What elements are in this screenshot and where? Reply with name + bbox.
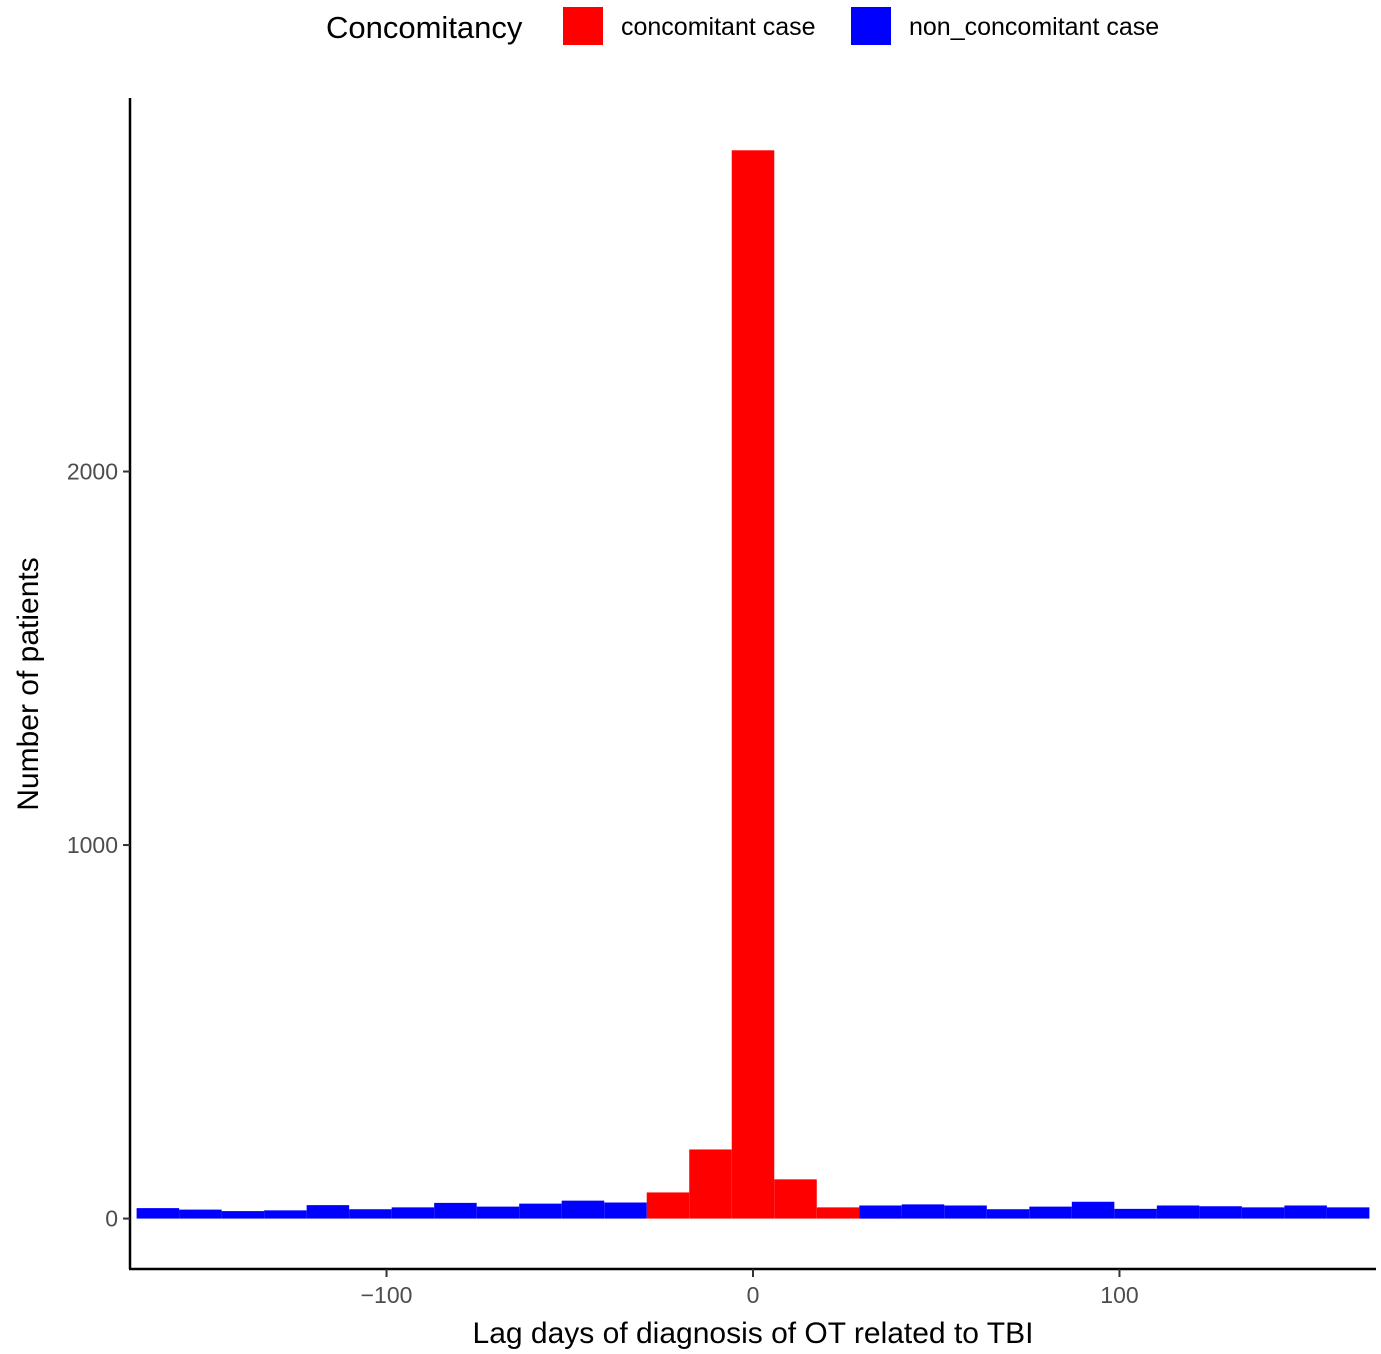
legend-label-concomitant: concomitant case bbox=[621, 13, 816, 41]
bar-non-concomitant bbox=[349, 1209, 392, 1219]
x-axis-title: Lag days of diagnosis of OT related to T… bbox=[473, 1317, 1034, 1349]
bar-concomitant bbox=[774, 1179, 817, 1219]
bar-non-concomitant bbox=[391, 1207, 435, 1219]
legend-title: Concomitancy bbox=[326, 10, 523, 45]
bar-non-concomitant bbox=[476, 1206, 520, 1219]
bar-non-concomitant bbox=[901, 1204, 945, 1219]
bar-concomitant bbox=[689, 1149, 732, 1219]
y-ticks: 0 1000 2000 bbox=[67, 459, 130, 1232]
bar-non-concomitant bbox=[179, 1209, 222, 1219]
bars-layer bbox=[136, 150, 1370, 1219]
bar-non-concomitant bbox=[1199, 1206, 1242, 1219]
bar-non-concomitant bbox=[1156, 1205, 1200, 1219]
bar-non-concomitant bbox=[519, 1203, 562, 1219]
x-tick-label: 0 bbox=[747, 1282, 760, 1308]
bar-concomitant bbox=[816, 1207, 860, 1219]
y-tick-label: 0 bbox=[105, 1206, 118, 1232]
bar-non-concomitant bbox=[604, 1202, 647, 1219]
bar-non-concomitant bbox=[1114, 1208, 1157, 1219]
x-tick-label: 100 bbox=[1100, 1282, 1138, 1308]
bar-concomitant bbox=[731, 150, 775, 1219]
bar-non-concomitant bbox=[306, 1205, 350, 1219]
y-tick-label: 1000 bbox=[67, 832, 118, 858]
x-tick-label: −100 bbox=[361, 1282, 413, 1308]
bar-non-concomitant bbox=[1071, 1201, 1115, 1219]
x-ticks: −100 0 100 bbox=[361, 1269, 1139, 1308]
bar-non-concomitant bbox=[1029, 1206, 1072, 1219]
legend-swatch-concomitant bbox=[563, 7, 603, 45]
legend: Concomitancy concomitant case non_concom… bbox=[326, 7, 1159, 45]
legend-swatch-non-concomitant bbox=[851, 7, 891, 45]
legend-label-non-concomitant: non_concomitant case bbox=[909, 13, 1159, 41]
bar-non-concomitant bbox=[1241, 1207, 1285, 1219]
bar-concomitant bbox=[646, 1192, 690, 1219]
y-axis-title: Number of patients bbox=[12, 557, 45, 810]
bar-non-concomitant bbox=[1284, 1205, 1327, 1219]
bar-non-concomitant bbox=[136, 1208, 180, 1219]
bar-non-concomitant bbox=[986, 1209, 1030, 1219]
bar-non-concomitant bbox=[859, 1205, 902, 1219]
y-tick-label: 2000 bbox=[67, 459, 118, 485]
bar-non-concomitant bbox=[1326, 1207, 1370, 1219]
bar-non-concomitant bbox=[221, 1211, 265, 1219]
bar-non-concomitant bbox=[944, 1205, 987, 1219]
bar-non-concomitant bbox=[264, 1210, 307, 1219]
bar-non-concomitant bbox=[434, 1202, 477, 1219]
bar-non-concomitant bbox=[561, 1200, 605, 1219]
